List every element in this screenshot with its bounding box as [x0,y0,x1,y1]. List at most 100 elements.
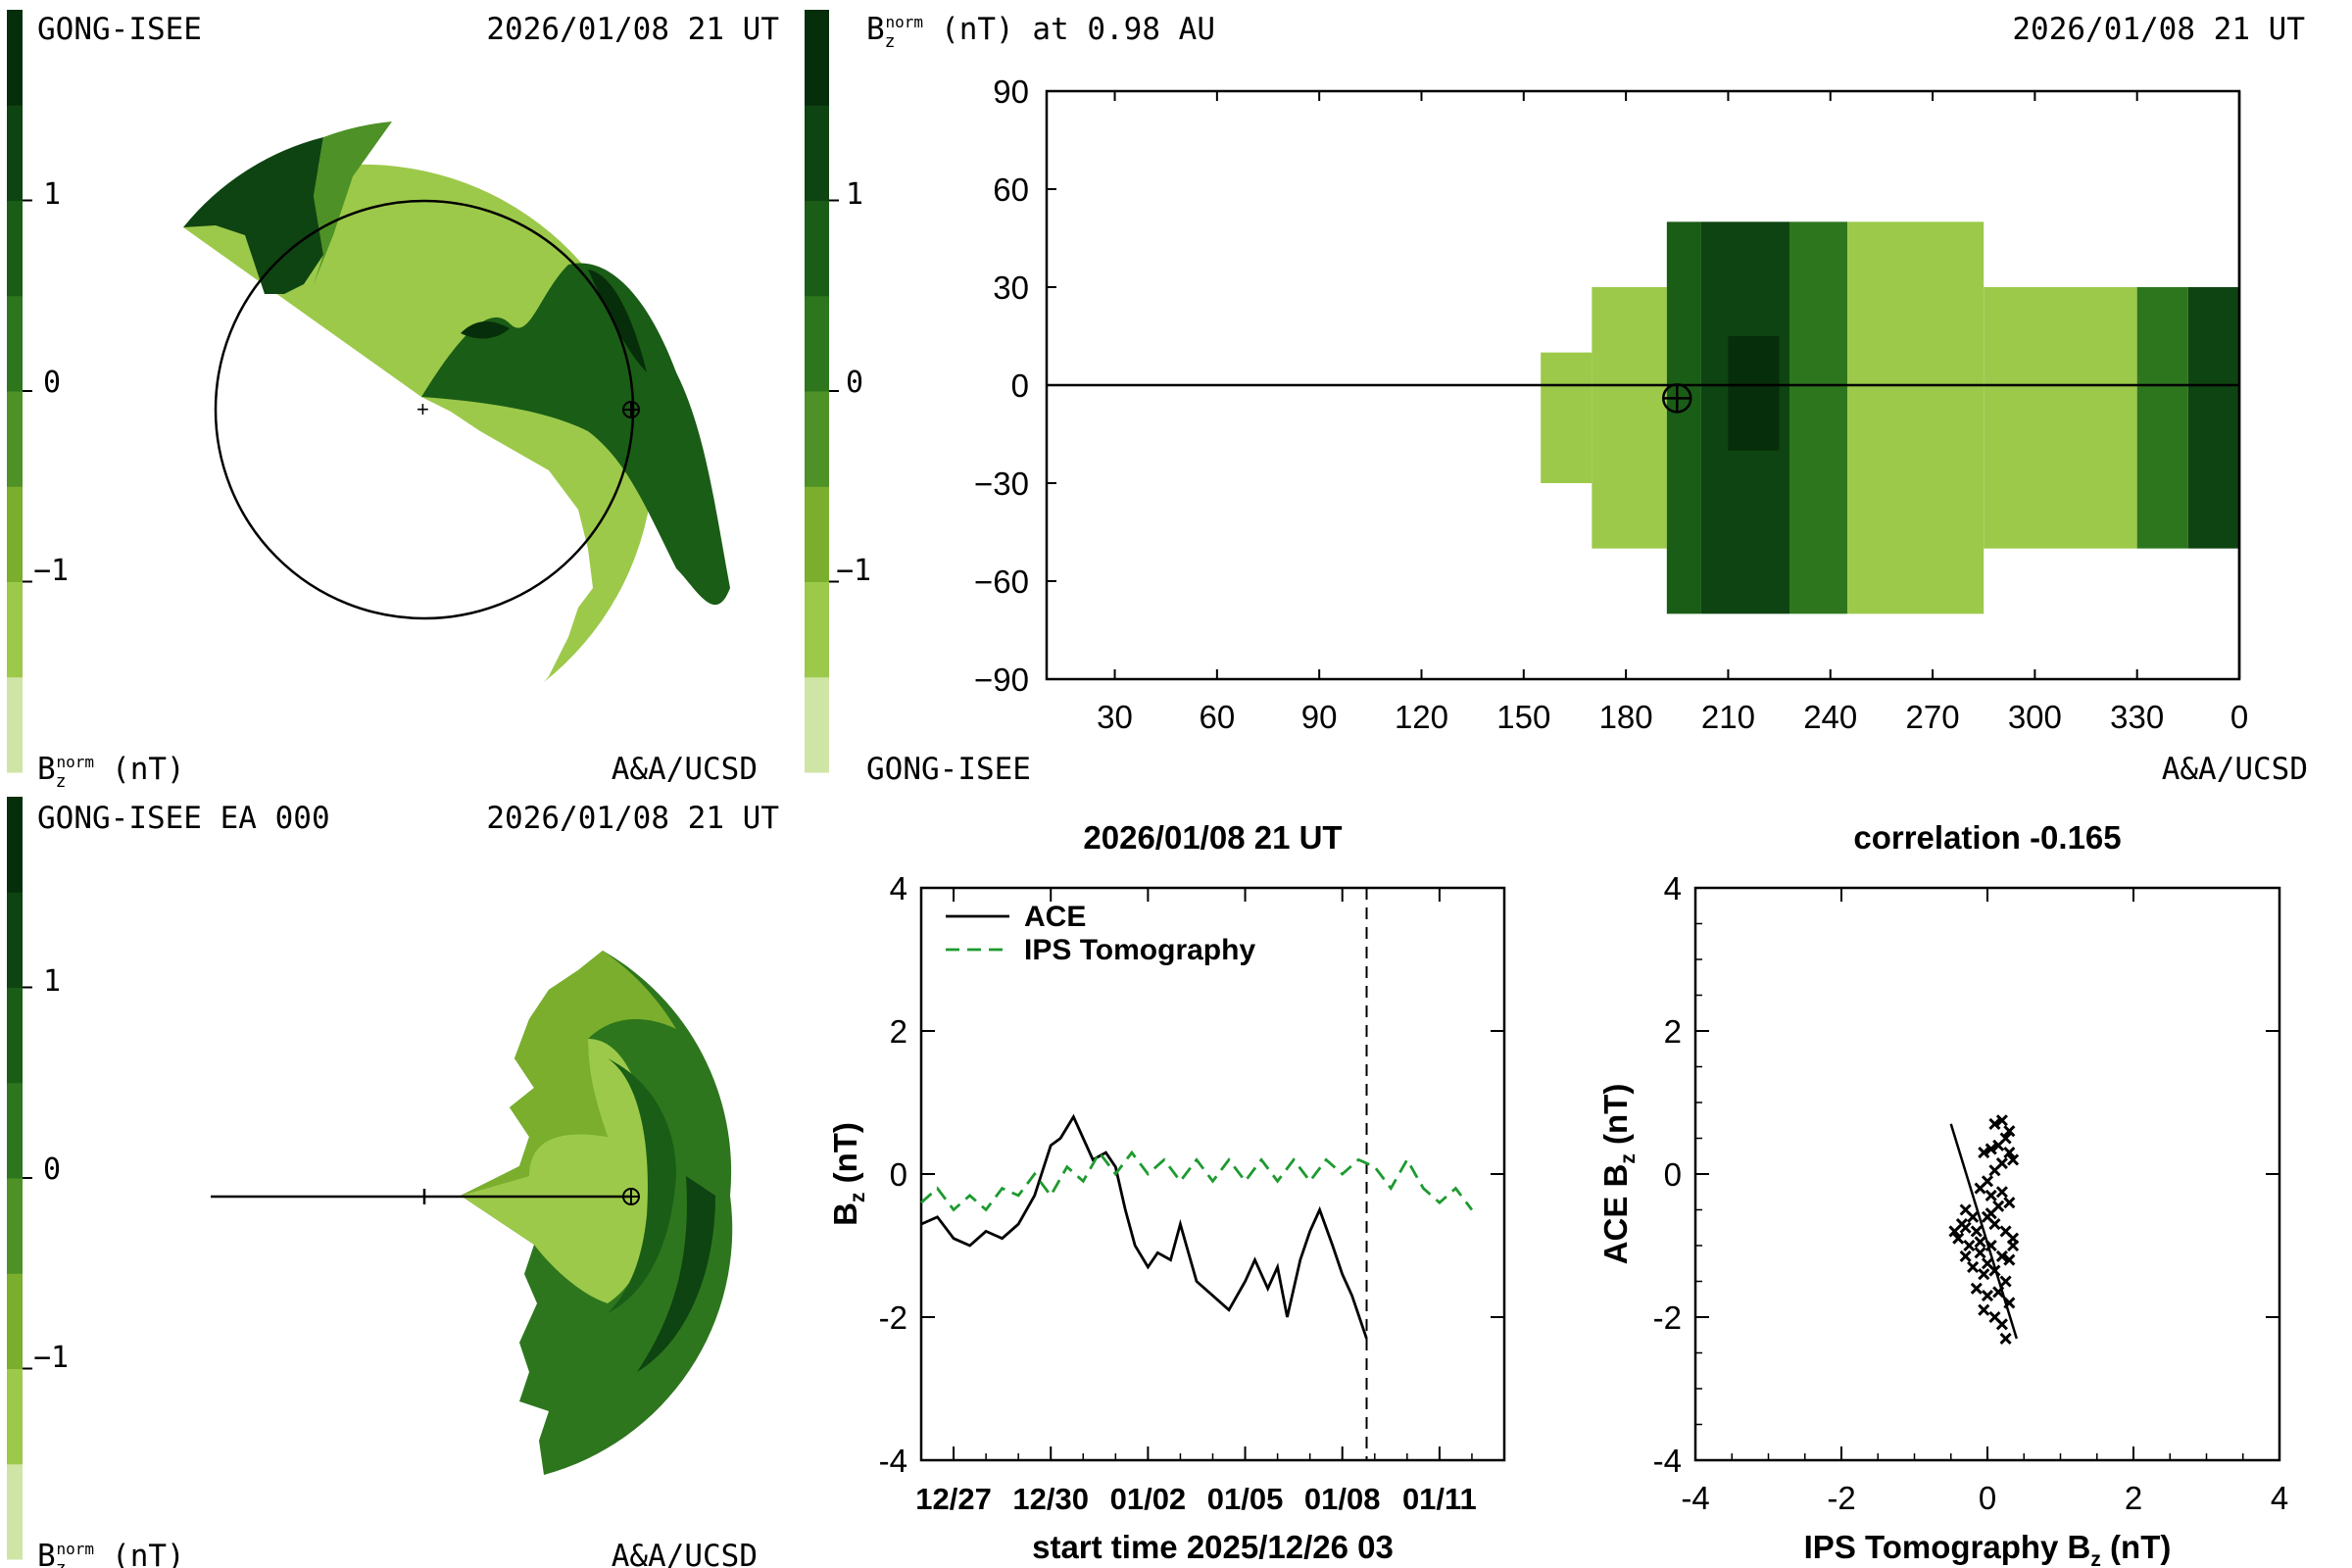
colorbar-band [7,797,23,893]
scatter-point [1988,1218,2001,1231]
colorbar-band [805,200,829,297]
legend-label: ACE [1024,901,1086,933]
colorbar-band [7,295,23,392]
cbar-tl-tick-0: 0 [43,366,61,400]
tl-source-label: GONG-ISEE [37,12,202,47]
bl-source-label: GONG-ISEE EA 000 [37,801,330,836]
scatter-point [2003,1125,2016,1138]
cbar-tr-tick-0: 0 [846,366,863,400]
colorbar-band [7,1082,23,1179]
map-zone [1984,287,2137,549]
tl-swirl-core2 [588,270,647,372]
sc-y-tick-label: 2 [1664,1013,1682,1050]
colorbar-band [805,105,829,201]
colorbar-band [805,295,829,392]
ts-x-axis-label: start time 2025/12/26 03 [1032,1529,1394,1565]
colorbar-band [805,676,829,773]
map-y-tick-label: 60 [993,172,1029,208]
map-x-tick-label: 180 [1599,699,1653,735]
scatter-point [1999,1275,2012,1288]
colorbar-band [805,391,829,487]
bl-cbar-label: Bznorm(nT) [37,1539,185,1568]
cbar-bl-tick-minus1: −1 [33,1341,69,1375]
ts-x-tick-label: 01/08 [1304,1482,1381,1516]
ace-series-line [920,1113,1368,1340]
colorbar-band [7,391,23,487]
scatter-point [1992,1200,2005,1212]
sc-x-tick-label: -2 [1827,1480,1855,1516]
tl-dark-arm [183,137,323,294]
scatter-point [1963,1239,1976,1252]
map-x-tick-label: 150 [1496,699,1550,735]
scatter-point [1995,1186,2008,1199]
colorbar-bottom-left [7,797,32,1560]
scatter-point [1995,1318,2008,1331]
colorbar-band [7,1463,23,1560]
scatter-point [1988,1117,2001,1130]
map-x-tick-label: 270 [1906,699,1960,735]
colorbar-band [805,10,829,106]
ts-y-tick-label: -2 [879,1299,907,1336]
cbar-bl-tick-1: 1 [43,964,61,999]
map-zone [1728,336,1780,451]
scatter-point [1952,1232,1965,1245]
time-series-plot: -4 -2 0 2 4 12/27 12/30 01/02 01/05 01/08 01/11 ACE… [827,819,1506,1565]
cbar-tl-tick-1: 1 [43,177,61,212]
colorbar-band [805,581,829,678]
scatter-point [1948,1225,1961,1238]
map-zone [1666,221,1701,614]
scatter-point [1974,1182,1986,1195]
scatter-plot: -4-4 -2 -2 0 0 2 2 4 4 correlation -0.165 IPS Tomo… [1597,819,2288,1568]
ts-x-tick-label: 01/05 [1207,1482,1284,1516]
colorbar-band [7,486,23,582]
map-x-tick-label: 0 [2230,699,2248,735]
tl-earth-symbol [622,401,640,418]
scatter-point [1999,1332,2012,1345]
scatter-point [1959,1221,1972,1234]
tr-title: Bznorm (nT) at 0.98 AU [866,12,1215,52]
colorbar-band [7,987,23,1084]
tl-sun-marker: + [416,397,429,421]
scatter-point [1981,1290,1994,1302]
tl-credit: A&A/UCSD [612,752,758,787]
map-zone [1592,287,1667,549]
colorbar-band [7,200,23,297]
meridional-view-map [461,951,733,1475]
map-y-tick-label: 90 [993,74,1029,110]
colorbar-top-left [7,10,32,773]
ts-x-tick-label: 01/11 [1402,1482,1477,1516]
ts-x-tick-label: 01/02 [1110,1482,1187,1516]
scatter-point [1984,1143,1997,1155]
colorbar-band [7,105,23,201]
bl-time-label: 2026/01/08 21 UT [486,801,779,836]
scatter-point [1970,1282,1983,1295]
synoptic-map-plot: 30 60 90 120 150 180 210 240 270 300 330 09060300−3… [974,74,2248,735]
ts-y-tick-label: 2 [890,1013,907,1050]
map-y-tick-label: −30 [974,466,1029,502]
sc-x-axis-label: IPS Tomography Bz (nT) [1804,1529,2172,1568]
tl-cbar-label: Bznorm (nT) [37,752,185,792]
sc-frame [1693,886,2281,1462]
fit-line [1949,1123,2018,1340]
scatter-point [1978,1303,1990,1316]
cbar-tr-tick-1: 1 [846,177,863,212]
scatter-point [1967,1210,1980,1223]
colorbar-band [805,486,829,582]
map-y-tick-label: −60 [974,564,1029,600]
map-x-tick-label: 300 [2008,699,2062,735]
scatter-point [2007,1239,2020,1252]
map-y-tick-label: 0 [1011,368,1029,404]
ts-y-tick-label: 4 [890,870,907,906]
scatter-point [2007,1153,2020,1166]
scatter-point [1974,1247,1986,1259]
sc-y-tick-label: -4 [1653,1443,1682,1479]
tl-swirl-base [183,164,655,682]
ts-frame [919,886,1506,1462]
ts-x-tick-label: 12/30 [1012,1482,1089,1516]
scatter-point [1988,1164,2001,1177]
map-y-tick-label: −90 [974,662,1029,698]
scatter-point [1995,1250,2008,1263]
scatter-point [2003,1147,2016,1159]
ts-x-tick-label: 12/27 [915,1482,992,1516]
